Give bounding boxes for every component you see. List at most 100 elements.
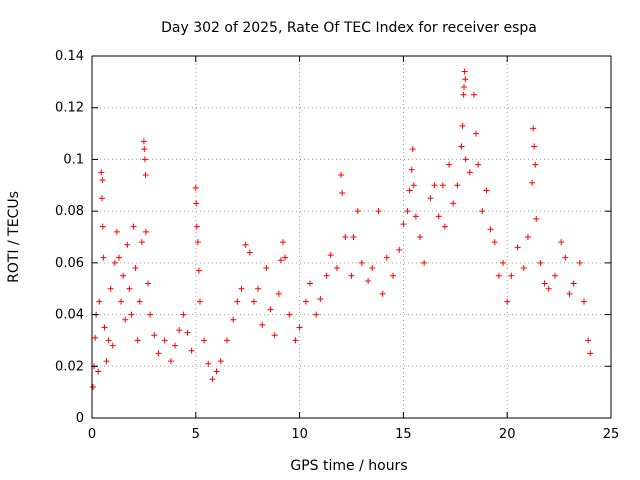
data-point bbox=[446, 161, 453, 168]
data-point bbox=[354, 208, 361, 215]
data-point bbox=[130, 223, 137, 230]
data-point bbox=[404, 208, 411, 215]
y-tick-label: 0 bbox=[76, 411, 84, 426]
data-point bbox=[95, 368, 102, 375]
data-point bbox=[124, 241, 131, 248]
data-point bbox=[142, 228, 149, 235]
data-point bbox=[587, 350, 594, 357]
data-point bbox=[339, 190, 346, 197]
data-point bbox=[238, 285, 245, 292]
y-tick-label: 0.14 bbox=[55, 49, 84, 64]
data-point bbox=[194, 239, 201, 246]
data-point bbox=[524, 234, 531, 240]
data-point bbox=[504, 298, 511, 305]
data-point bbox=[213, 368, 220, 375]
data-point bbox=[537, 259, 544, 266]
data-point bbox=[134, 337, 141, 344]
y-axis-label: ROTI / TECUs bbox=[6, 191, 22, 283]
data-point bbox=[412, 213, 419, 220]
data-point bbox=[491, 239, 498, 246]
data-point bbox=[306, 280, 313, 287]
data-point bbox=[246, 249, 253, 256]
data-point bbox=[487, 226, 494, 233]
data-point bbox=[365, 277, 372, 284]
data-point bbox=[421, 259, 428, 266]
x-tick-label: 10 bbox=[291, 427, 308, 442]
y-tick-label: 0.12 bbox=[55, 101, 84, 116]
data-point bbox=[103, 358, 110, 365]
data-point bbox=[120, 272, 127, 279]
data-point bbox=[558, 239, 565, 246]
data-point bbox=[348, 272, 355, 279]
data-point bbox=[271, 332, 278, 339]
data-point bbox=[209, 376, 216, 383]
data-point bbox=[441, 223, 448, 230]
data-point bbox=[338, 171, 345, 178]
data-point bbox=[267, 306, 274, 313]
data-point bbox=[323, 272, 330, 279]
data-point bbox=[570, 280, 577, 287]
data-point bbox=[172, 342, 179, 349]
data-point bbox=[462, 76, 469, 83]
data-point bbox=[118, 298, 125, 305]
data-point bbox=[461, 68, 468, 75]
data-point bbox=[128, 311, 135, 318]
data-point bbox=[342, 234, 349, 240]
y-tick-label: 0.1 bbox=[63, 152, 84, 167]
data-point bbox=[141, 156, 148, 163]
data-point bbox=[92, 334, 99, 341]
data-point bbox=[358, 259, 365, 266]
data-point bbox=[450, 200, 457, 207]
data-point bbox=[259, 321, 266, 328]
data-point bbox=[462, 156, 469, 163]
data-point bbox=[302, 298, 309, 305]
data-point bbox=[234, 298, 241, 305]
data-point bbox=[180, 311, 187, 318]
data-point bbox=[508, 272, 515, 279]
x-tick-label: 0 bbox=[88, 427, 96, 442]
data-point bbox=[459, 122, 466, 129]
data-point bbox=[275, 290, 282, 297]
x-axis-label: GPS time / hours bbox=[290, 458, 407, 474]
data-point bbox=[122, 316, 129, 323]
data-point bbox=[396, 246, 403, 253]
data-point bbox=[529, 179, 536, 186]
data-point bbox=[140, 138, 147, 145]
data-point bbox=[551, 272, 558, 279]
data-point bbox=[250, 298, 257, 305]
data-point bbox=[277, 257, 284, 264]
data-point bbox=[205, 360, 212, 367]
data-point bbox=[98, 169, 105, 176]
data-point bbox=[514, 244, 521, 251]
data-point bbox=[107, 285, 114, 292]
plot-frame bbox=[91, 55, 612, 419]
x-tick-label: 25 bbox=[603, 427, 620, 442]
data-point bbox=[109, 342, 116, 349]
data-point bbox=[585, 337, 592, 344]
data-point bbox=[439, 182, 446, 189]
data-point bbox=[533, 215, 540, 222]
data-point bbox=[460, 91, 467, 98]
data-point bbox=[201, 337, 208, 344]
data-point bbox=[431, 182, 438, 189]
x-tick-label: 20 bbox=[499, 427, 516, 442]
data-point bbox=[400, 221, 407, 228]
data-point bbox=[313, 311, 320, 318]
data-point bbox=[296, 324, 303, 331]
data-point bbox=[408, 166, 415, 173]
data-point bbox=[350, 234, 357, 240]
y-tick-label: 0.04 bbox=[55, 308, 84, 323]
data-point bbox=[473, 130, 480, 137]
data-point bbox=[333, 265, 340, 272]
data-point bbox=[230, 316, 237, 323]
data-point bbox=[383, 254, 390, 261]
data-point bbox=[195, 267, 202, 274]
data-point bbox=[286, 311, 293, 318]
data-point bbox=[99, 223, 106, 230]
data-point bbox=[223, 337, 230, 344]
data-point bbox=[142, 171, 149, 178]
data-point bbox=[576, 259, 583, 266]
data-point bbox=[188, 347, 195, 354]
data-point bbox=[530, 125, 537, 132]
data-point bbox=[115, 254, 122, 261]
